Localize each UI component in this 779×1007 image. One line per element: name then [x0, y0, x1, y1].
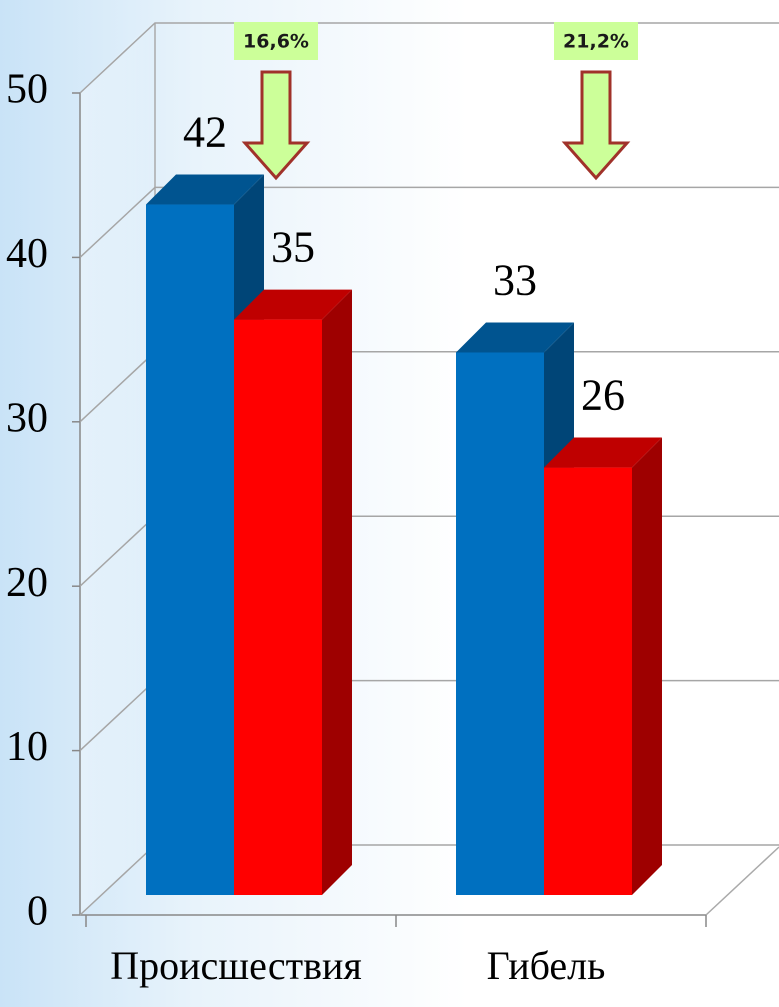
value-label: 35 [271, 223, 315, 272]
bar-top [234, 289, 352, 320]
bar-front [146, 204, 234, 895]
bar-side [632, 437, 662, 895]
bar [544, 437, 662, 895]
bar-top [456, 322, 574, 353]
annotation-arrow [241, 70, 311, 181]
grid-line [79, 186, 779, 258]
bar-top [146, 174, 264, 205]
value-label: 33 [493, 256, 537, 305]
bar-front [456, 352, 544, 896]
annotation-box [554, 22, 638, 60]
annotation-arrow [561, 70, 631, 181]
annotation: 21,2% [563, 31, 629, 53]
value-label: 42 [183, 108, 227, 157]
x-tick-label: Гибель [487, 943, 606, 988]
bar-top [544, 437, 662, 468]
side-wall [80, 18, 155, 915]
y-tick-label: 30 [6, 395, 48, 441]
bar [234, 289, 352, 896]
y-tick-label: 20 [6, 560, 48, 606]
annotation: 16,6% [243, 31, 309, 53]
bar-side [322, 289, 352, 896]
y-tick-label: 0 [27, 889, 48, 935]
y-tick-label: 50 [6, 67, 48, 113]
x-tick-label: Происшествия [110, 943, 362, 988]
y-tick-label: 40 [6, 231, 48, 277]
annotation-box [234, 22, 318, 60]
value-label: 26 [581, 371, 625, 420]
floor-edge [705, 846, 779, 916]
grid-line [79, 22, 779, 94]
y-tick-label: 10 [6, 724, 48, 770]
bar-front [544, 467, 632, 895]
bar-front [234, 319, 322, 896]
